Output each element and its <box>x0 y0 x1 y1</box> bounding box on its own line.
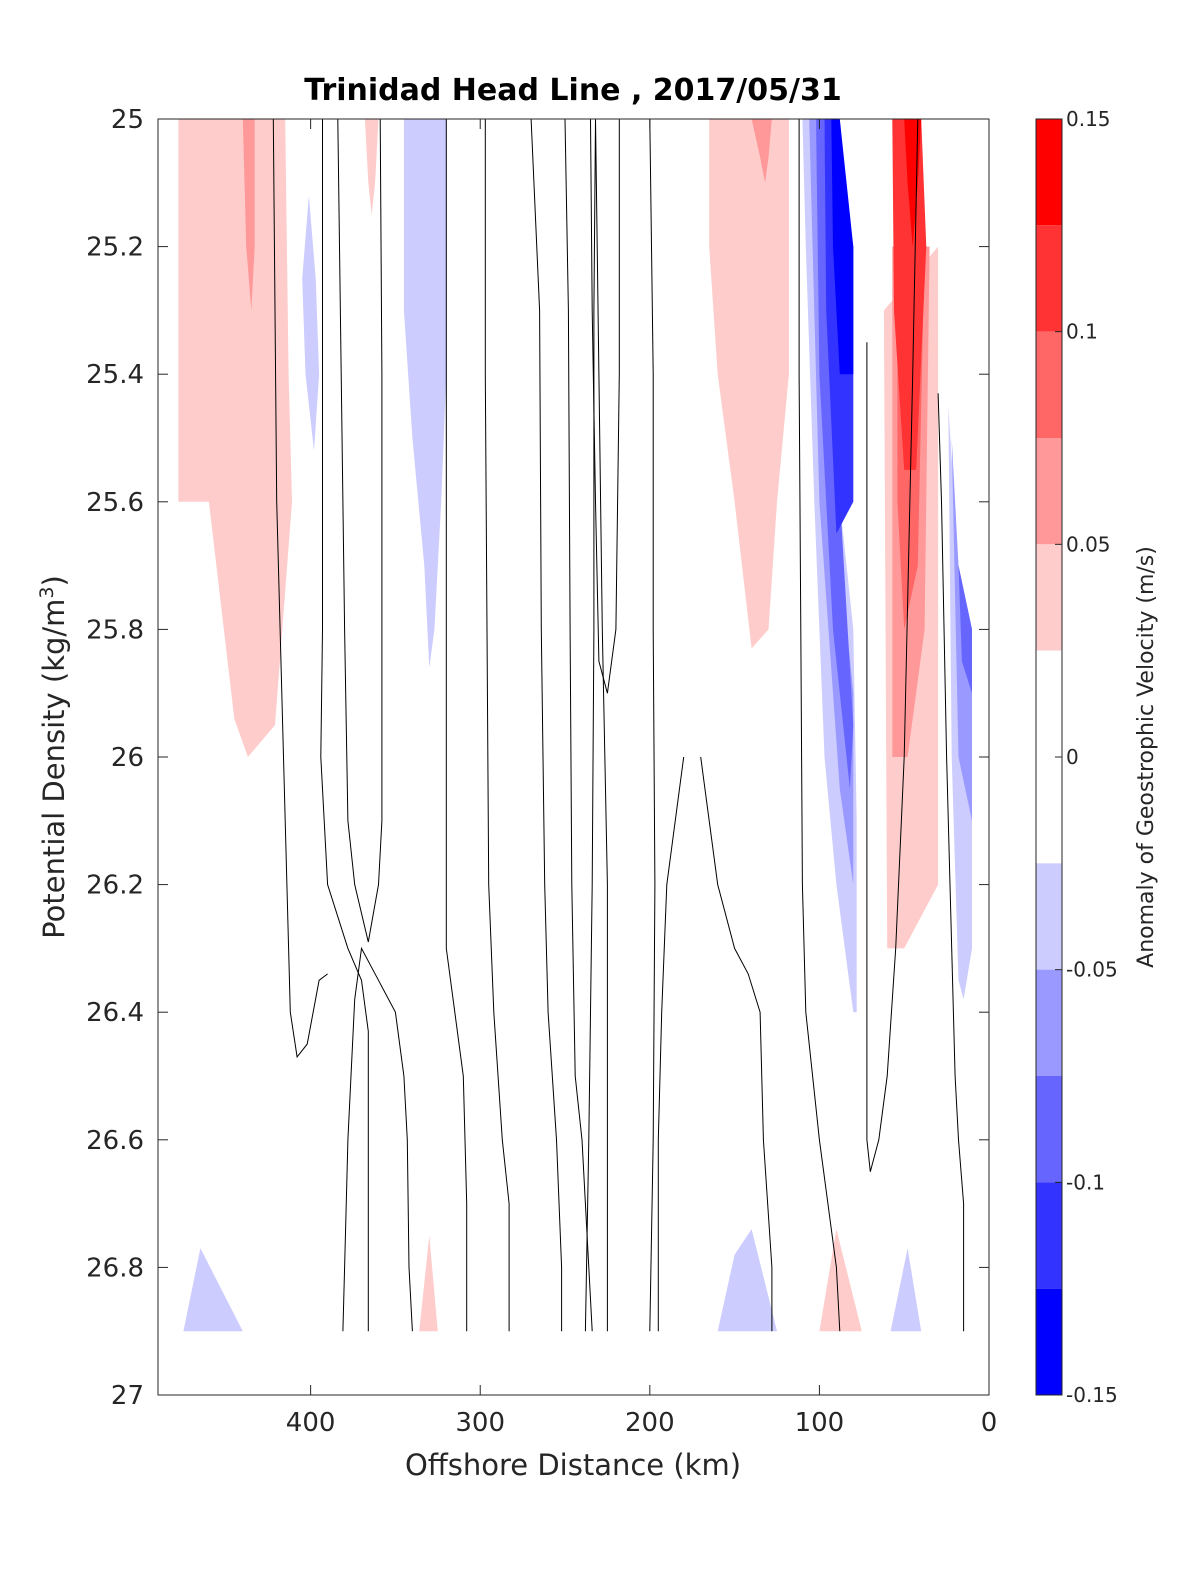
negative-anomaly-region <box>958 565 972 694</box>
colorbar <box>1036 119 1062 1395</box>
positive-anomaly-region <box>751 119 772 183</box>
y-tick-label: 25.2 <box>86 233 144 263</box>
y-tick-label: 27 <box>111 1381 144 1411</box>
positive-anomaly-region <box>364 119 379 215</box>
contour-line <box>337 118 383 943</box>
colorbar-segment <box>1036 863 1062 970</box>
x-tick-label: 100 <box>795 1408 845 1438</box>
colorbar-tick-label: -0.05 <box>1066 958 1118 982</box>
colorbar-tick-label: 0 <box>1066 745 1079 769</box>
colorbar-label: Anomaly of Geostrophic Velocity (m/s) <box>1134 546 1159 968</box>
contour-line <box>445 119 468 1332</box>
x-tick-label: 200 <box>625 1408 675 1438</box>
y-tick-label: 25.8 <box>86 615 144 645</box>
negative-anomaly-region <box>183 1248 243 1332</box>
colorbar-ticks: 0.15 0.1 0.05 0 -0.05 -0.1 -0.15 <box>1055 107 1118 1407</box>
contour-line <box>798 119 841 1332</box>
y-tick-label: 26.8 <box>86 1253 144 1283</box>
chart-title: Trinidad Head Line , 2017/05/31 <box>304 73 841 108</box>
colorbar-segment <box>1036 1288 1062 1395</box>
plot-contour-lines <box>272 118 965 1332</box>
negative-anomaly-region <box>890 1248 922 1332</box>
positive-anomaly-region <box>892 119 927 470</box>
contour-line <box>595 118 608 1332</box>
colorbar-segment <box>1036 544 1062 651</box>
colorbar-segment <box>1036 225 1062 332</box>
positive-anomaly-region <box>419 1235 438 1332</box>
negative-anomaly-region <box>302 195 320 451</box>
y-tick-label: 25.6 <box>86 488 144 518</box>
y-tick-label: 26.6 <box>86 1126 144 1156</box>
y-tick-label: 25.4 <box>86 360 144 390</box>
colorbar-tick-label: -0.1 <box>1066 1170 1105 1194</box>
x-axis-label: Offshore Distance (km) <box>405 1448 741 1482</box>
contour-line <box>937 393 965 1332</box>
colorbar-segment <box>1036 1076 1062 1183</box>
colorbar-tick-label: 0.1 <box>1066 320 1098 344</box>
y-axis-ticks: 25 25.2 25.4 25.6 25.8 26 26.2 26.4 26.6 26.8 27 <box>86 105 989 1411</box>
y-tick-label: 26 <box>111 743 144 773</box>
x-tick-label: 300 <box>455 1408 505 1438</box>
contour-line <box>342 946 413 1332</box>
colorbar-segment <box>1036 438 1062 545</box>
contour-line <box>649 118 656 1332</box>
colorbar-frame <box>1035 118 1063 1396</box>
x-tick-label: 400 <box>286 1408 336 1438</box>
contour-line <box>657 756 685 1332</box>
contour-line <box>866 118 919 1172</box>
colorbar-segment <box>1036 331 1062 438</box>
contour-line <box>530 118 563 1332</box>
contour-line <box>484 119 510 1332</box>
y-axis-label-main: Potential Density (kg/m <box>37 599 71 939</box>
y-tick-label: 25 <box>111 105 144 135</box>
contour-line <box>700 756 773 1332</box>
positive-anomaly-region <box>178 119 292 757</box>
colorbar-segment <box>1036 119 1062 226</box>
positive-anomaly-region <box>819 1229 862 1332</box>
positive-anomaly-region <box>242 119 255 311</box>
contour-line <box>272 118 328 1059</box>
y-axis-label: Potential Density (kg/m3) <box>36 575 71 939</box>
y-tick-label: 26.2 <box>86 871 144 901</box>
negative-anomaly-region <box>403 119 447 668</box>
y-tick-label: 26.4 <box>86 998 144 1028</box>
x-tick-label: 0 <box>981 1408 998 1438</box>
colorbar-tick-label: 0.05 <box>1066 532 1111 556</box>
contour-line <box>320 119 369 1332</box>
negative-anomaly-region <box>831 119 854 375</box>
y-axis-label-close: ) <box>37 575 71 586</box>
x-axis-ticks: 400 300 200 100 0 <box>286 119 997 1438</box>
contour-line <box>564 118 593 1332</box>
colorbar-segment <box>1036 1182 1062 1289</box>
colorbar-tick-label: -0.15 <box>1066 1383 1118 1407</box>
contour-line <box>584 118 596 1332</box>
y-axis-label-superscript: 3 <box>36 586 58 598</box>
positive-anomaly-region <box>709 119 789 649</box>
plot-fills <box>178 119 972 1332</box>
negative-anomaly-region <box>717 1229 777 1332</box>
colorbar-tick-label: 0.15 <box>1066 107 1111 131</box>
colorbar-segment <box>1036 969 1062 1076</box>
